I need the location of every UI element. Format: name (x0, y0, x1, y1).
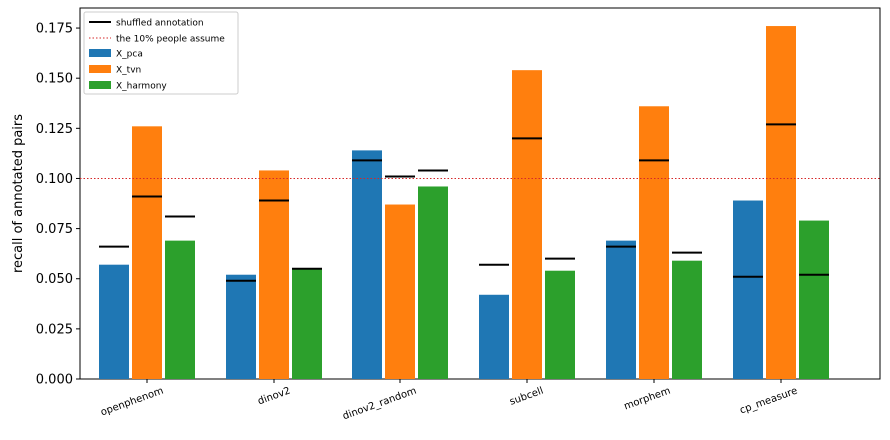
legend-entry-x-pca: X_pca (89, 49, 143, 60)
x-tick-label: subcell (508, 385, 545, 407)
y-tick-label: 0.125 (36, 122, 73, 137)
bar-x-harmony (418, 186, 448, 379)
legend-label-reference: the 10% people assume (116, 35, 225, 45)
x-tick-label: cp_measure (738, 385, 799, 416)
plot-area (79, 7, 881, 380)
y-tick-label: 0.025 (36, 322, 73, 337)
bar-x-harmony (545, 270, 575, 379)
bar-x-pca (99, 264, 129, 379)
legend-box (83, 11, 239, 95)
bar-x-pca (479, 294, 509, 379)
bar-x-tvn (132, 126, 162, 380)
legend-label-x-harmony: X_harmony (116, 82, 167, 92)
legend-entry-reference: the 10% people assume (89, 35, 225, 45)
bar-x-tvn (259, 170, 289, 379)
bar-x-tvn (639, 106, 669, 379)
y-axis-label: recall of annotated pairs (11, 114, 26, 273)
legend-swatch-x-pca (89, 49, 111, 57)
bar-x-harmony (672, 260, 702, 379)
y-tick-label: 0.075 (36, 222, 73, 237)
bar-x-pca (352, 150, 382, 379)
legend-entry-shuffled: shuffled annotation (89, 19, 204, 29)
bar-x-tvn (766, 26, 796, 380)
bar-x-pca (226, 274, 256, 379)
bar-x-tvn (385, 204, 415, 379)
bar-x-pca (733, 200, 763, 379)
legend-swatch-x-harmony (89, 81, 111, 89)
bar-x-harmony (292, 268, 322, 379)
legend-label-x-tvn: X_tvn (116, 66, 141, 76)
bar-x-harmony (165, 240, 195, 379)
legend-entry-x-harmony: X_harmony (89, 81, 167, 92)
legend-entry-x-tvn: X_tvn (89, 65, 141, 76)
y-tick-label: 0.100 (36, 172, 73, 187)
y-tick-label: 0.150 (36, 72, 73, 87)
y-axis: 0.000 0.025 0.050 0.075 0.100 0.125 0.150 0.175 (36, 22, 80, 388)
x-tick-label: dinov2_random (341, 385, 418, 422)
x-tick-label: dinov2 (256, 385, 292, 407)
x-axis: openphenom dinov2 dinov2_random subcell morp… (99, 379, 799, 422)
legend-label-shuffled: shuffled annotation (116, 19, 204, 29)
bar-x-tvn (512, 70, 542, 379)
x-tick-label: morphem (623, 385, 672, 412)
legend-swatch-x-tvn (89, 65, 111, 73)
bars-group (99, 26, 829, 380)
bar-x-harmony (799, 220, 829, 379)
legend: shuffled annotation the 10% people assum… (83, 11, 239, 95)
x-tick-label: openphenom (99, 385, 165, 418)
y-tick-label: 0.050 (36, 272, 73, 287)
bar-x-pca (606, 240, 636, 379)
y-tick-label: 0.000 (36, 373, 73, 388)
legend-label-x-pca: X_pca (116, 50, 143, 60)
y-tick-label: 0.175 (36, 22, 73, 37)
shuffled-markers-group (99, 123, 829, 282)
